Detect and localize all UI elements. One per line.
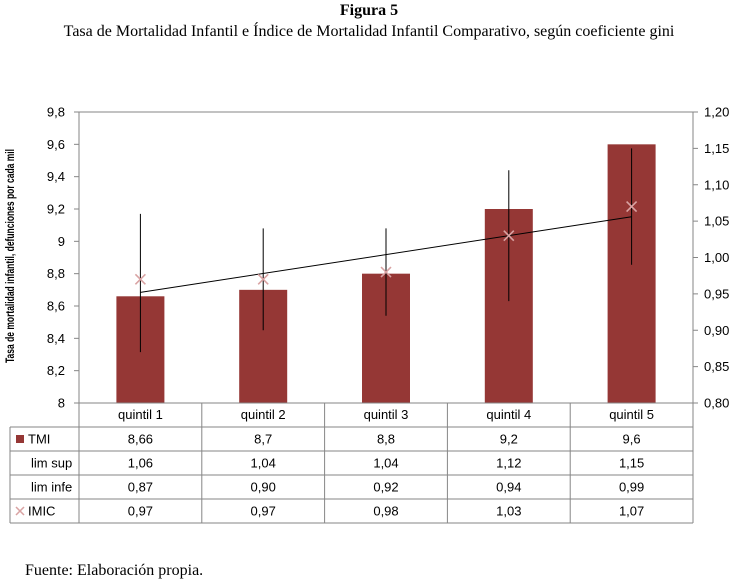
imic-marker — [503, 230, 515, 242]
data-table: quintil 1 quintil 2 quintil 3 quintil 4 quin… — [9, 403, 694, 524]
table-cell: 8,66 — [128, 432, 153, 447]
table-cell: 0,92 — [373, 480, 398, 495]
table-cell: 0,94 — [496, 480, 521, 495]
y2-tick-label: 0,90 — [704, 323, 729, 338]
category-label: quintil 4 — [486, 407, 531, 422]
y-tick-label: 8,4 — [47, 331, 65, 346]
y-tick-label: 8 — [58, 396, 65, 411]
table-cell: 0,97 — [128, 504, 153, 519]
imic-marker — [134, 273, 146, 285]
y-tick-label: 9,2 — [47, 202, 65, 217]
table-cell: 1,03 — [496, 504, 521, 519]
trendline-group — [140, 216, 632, 293]
source-note: Fuente: Elaboración propia. — [25, 562, 204, 579]
table-cell: 9,6 — [623, 432, 641, 447]
table-cell: 0,90 — [251, 480, 276, 495]
table-cell: 8,7 — [254, 432, 272, 447]
y-tick-label: 9,6 — [47, 137, 65, 152]
figure-label: Figura 5 — [339, 2, 399, 19]
table-cell: 0,97 — [251, 504, 276, 519]
table-cell: 8,8 — [377, 432, 395, 447]
y-axis-left: 9,8 9,6 9,4 9,2 9 8,8 8,6 8,4 8,2 8 — [47, 105, 79, 411]
imic-marker — [626, 201, 638, 213]
table-cell: 1,04 — [251, 456, 276, 471]
table-cell: 1,04 — [373, 456, 398, 471]
y2-tick-label: 1,15 — [704, 141, 729, 156]
legend-label: lim infe — [31, 480, 72, 495]
imic-marker-group — [134, 201, 638, 285]
table-cell: 1,07 — [619, 504, 644, 519]
category-label: quintil 2 — [241, 407, 286, 422]
y-tick-label: 8,6 — [47, 299, 65, 314]
y-axis-label: Tasa de mortalidad infantil, defunciones… — [3, 149, 17, 363]
table-cell: 1,12 — [496, 456, 521, 471]
y-tick-label: 9,8 — [47, 105, 65, 120]
legend-key-tmi — [16, 435, 24, 443]
y-axis-right: 1,20 1,15 1,10 1,05 1,00 0,95 0,90 0,85 0,80 — [693, 105, 729, 411]
imic-marker — [380, 266, 392, 278]
y2-tick-label: 0,95 — [704, 286, 729, 301]
chart: 9,89,69,49,298,88,68,48,28 1,201,151,101… — [3, 105, 729, 524]
category-label: quintil 5 — [609, 407, 654, 422]
y2-tick-label: 1,20 — [704, 105, 729, 120]
y2-tick-label: 0,85 — [704, 359, 729, 374]
y2-tick-label: 1,00 — [704, 250, 729, 265]
trendline — [140, 216, 632, 293]
table-cell: 9,2 — [500, 432, 518, 447]
imic-marker — [257, 273, 269, 285]
y-tick-label: 9,4 — [47, 169, 65, 184]
category-label: quintil 3 — [364, 407, 409, 422]
category-label: quintil 1 — [118, 407, 163, 422]
y-tick-label: 8,2 — [47, 363, 65, 378]
table-cell: 1,06 — [128, 456, 153, 471]
legend-label: lim sup — [31, 456, 72, 471]
y2-tick-label: 1,10 — [704, 177, 729, 192]
figure-title: Tasa de Mortalidad Infantil e Índice de … — [63, 23, 675, 40]
table-cell: 0,99 — [619, 480, 644, 495]
y2-tick-label: 0,80 — [704, 396, 729, 411]
y-tick-label: 8,8 — [47, 266, 65, 281]
table-cell: 1,15 — [619, 456, 644, 471]
y-tick-label: 9 — [58, 234, 65, 249]
y2-tick-label: 1,05 — [704, 214, 729, 229]
table-cell: 0,98 — [373, 504, 398, 519]
legend-key-imic — [15, 506, 25, 516]
legend-label: TMI — [28, 432, 50, 447]
table-cell: 0,87 — [128, 480, 153, 495]
legend-label: IMIC — [28, 504, 55, 519]
